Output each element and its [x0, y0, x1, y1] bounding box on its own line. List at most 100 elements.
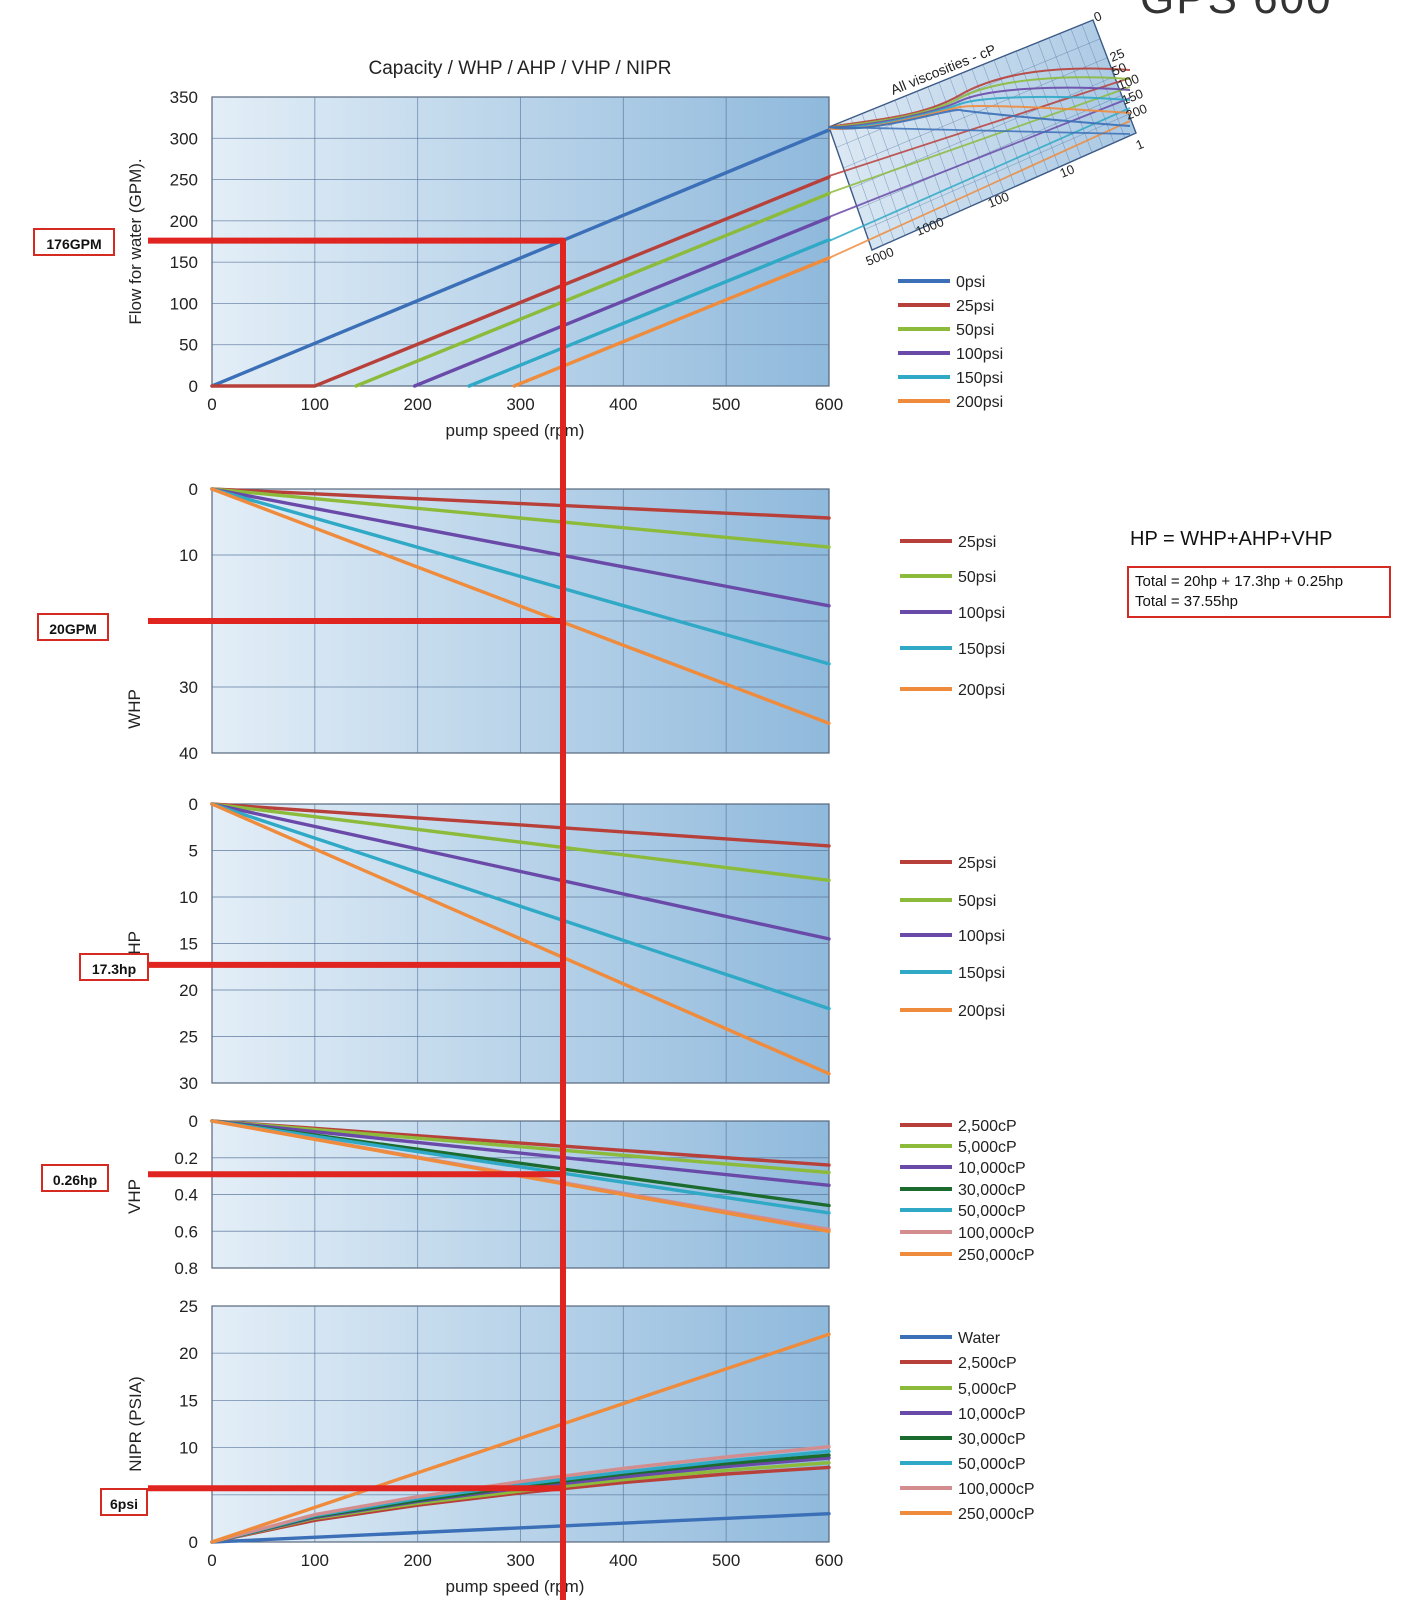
legend-label: 150psi: [958, 965, 1005, 982]
legend-label: 10,000cP: [958, 1406, 1026, 1423]
series-line: [210, 802, 831, 941]
x-tick-label: 400: [609, 395, 637, 414]
y-tick-label: 20: [179, 981, 198, 1000]
y-tick-label: 25: [179, 1297, 198, 1316]
x-tick-label: 100: [301, 1551, 329, 1570]
viscosity-ray: [828, 107, 1131, 242]
legend-label: Water: [958, 1330, 1001, 1347]
legend-label: 100psi: [958, 928, 1005, 945]
viscosity-gridline: [857, 95, 1122, 210]
legend-label: 200psi: [956, 394, 1003, 411]
legend-label: 100,000cP: [958, 1481, 1035, 1498]
hp-total-line-2: Total = 37.55hp: [1135, 593, 1239, 610]
y-axis-label: VHP: [125, 1179, 144, 1214]
viscosity-right-label: 25: [1108, 45, 1127, 64]
legend-label: 2,500cP: [958, 1118, 1017, 1135]
x-tick-label: 300: [506, 395, 534, 414]
y-tick-label: 20: [179, 1344, 198, 1363]
series-line: [210, 1332, 831, 1544]
series-line: [210, 487, 831, 608]
legend-label: 25psi: [958, 534, 996, 551]
series-line: [210, 802, 831, 1011]
legend-label: 5,000cP: [958, 1139, 1017, 1156]
series-line: [210, 802, 831, 1076]
legend-label: 50psi: [958, 569, 996, 586]
legend-label: 150psi: [956, 370, 1003, 387]
whp-callout: 20GPM: [37, 613, 109, 641]
legend-label: 100psi: [958, 605, 1005, 622]
series-line: [210, 1119, 831, 1175]
legend-label: 250,000cP: [958, 1506, 1035, 1523]
viscosity-ray: [828, 126, 1131, 135]
y-tick-label: 0.4: [174, 1186, 198, 1205]
y-tick-label: 15: [179, 935, 198, 954]
y-tick-label: 0: [189, 1533, 198, 1552]
legend-label: 30,000cP: [958, 1431, 1026, 1448]
x-tick-label: 100: [301, 395, 329, 414]
y-tick-label: 10: [179, 888, 198, 907]
viscosity-curve: [828, 67, 1131, 128]
series-line: [210, 802, 831, 848]
x-axis-label: pump speed (rpm): [446, 1577, 585, 1596]
legend-label: 200psi: [958, 1003, 1005, 1020]
legend-label: 250,000cP: [958, 1247, 1035, 1264]
legend-label: 25psi: [958, 855, 996, 872]
legend-label: 10,000cP: [958, 1160, 1026, 1177]
x-tick-label: 400: [609, 1551, 637, 1570]
y-axis-label: Flow for water (GPM).: [126, 158, 145, 324]
x-axis-label: pump speed (rpm): [446, 421, 585, 440]
y-tick-label: 0: [189, 377, 198, 396]
x-tick-label: 500: [712, 1551, 740, 1570]
y-tick-label: 10: [179, 1439, 198, 1458]
y-tick-label: 0.8: [174, 1259, 198, 1278]
x-tick-label: 600: [815, 395, 843, 414]
legend-label: 200psi: [958, 682, 1005, 699]
viscosity-curve: [828, 86, 1131, 129]
series-line: [467, 238, 831, 388]
y-tick-label: 30: [179, 1074, 198, 1093]
nipr-callout: 6psi: [100, 1488, 148, 1516]
nipr-chart: 0 10 15 20 25 0 100 200 300 400 500 600 pump speed (…: [126, 1297, 1035, 1596]
series-line: [210, 1465, 831, 1544]
y-tick-label: 30: [179, 678, 198, 697]
y-tick-label: 0.2: [174, 1149, 198, 1168]
x-tick-label: 500: [712, 395, 740, 414]
y-tick-label: 50: [179, 336, 198, 355]
series-line: [354, 191, 831, 388]
viscosity-bottom-label: 5000: [864, 244, 896, 269]
legend-label: 50,000cP: [958, 1203, 1026, 1220]
series-line: [210, 487, 831, 520]
viscosity-right-label: 50: [1110, 59, 1129, 78]
y-axis-label: WHP: [125, 689, 144, 729]
y-tick-label: 350: [170, 88, 198, 107]
viscosity-curve: [828, 95, 1131, 130]
series-line: [210, 487, 831, 725]
legend-label: 50,000cP: [958, 1456, 1026, 1473]
y-tick-label: 150: [170, 253, 198, 272]
capacity-callout: 176GPM: [33, 228, 115, 256]
legend-label: 5,000cP: [958, 1381, 1017, 1398]
viscosity-correction-panel: All viscosities - cP02550100150200150001…: [828, 8, 1149, 269]
x-tick-label: 600: [815, 1551, 843, 1570]
y-axis-label: NIPR (PSIA): [126, 1376, 145, 1471]
legend-label: 100,000cP: [958, 1225, 1035, 1242]
viscosity-bottom-label: 10: [1058, 161, 1077, 180]
y-tick-label: 300: [170, 129, 198, 148]
y-tick-label: 5: [189, 842, 198, 861]
hp-total-box: Total = 20hp + 17.3hp + 0.25hp Total = 3…: [1127, 566, 1391, 618]
chart-title: Capacity / WHP / AHP / VHP / NIPR: [368, 58, 671, 79]
viscosity-ray: [828, 77, 1131, 177]
y-tick-label: 15: [179, 1391, 198, 1410]
series-line: [210, 487, 831, 666]
hp-total-line-1: Total = 20hp + 17.3hp + 0.25hp: [1135, 573, 1344, 590]
series-line: [210, 1119, 831, 1188]
y-tick-label: 40: [179, 744, 198, 763]
x-tick-label: 0: [207, 395, 216, 414]
y-tick-label: 0.6: [174, 1222, 198, 1241]
viscosity-ray: [828, 86, 1131, 194]
series-line: [210, 128, 831, 388]
y-tick-label: 0: [189, 1112, 198, 1131]
y-tick-label: 250: [170, 171, 198, 190]
viscosity-curve: [828, 76, 1131, 129]
